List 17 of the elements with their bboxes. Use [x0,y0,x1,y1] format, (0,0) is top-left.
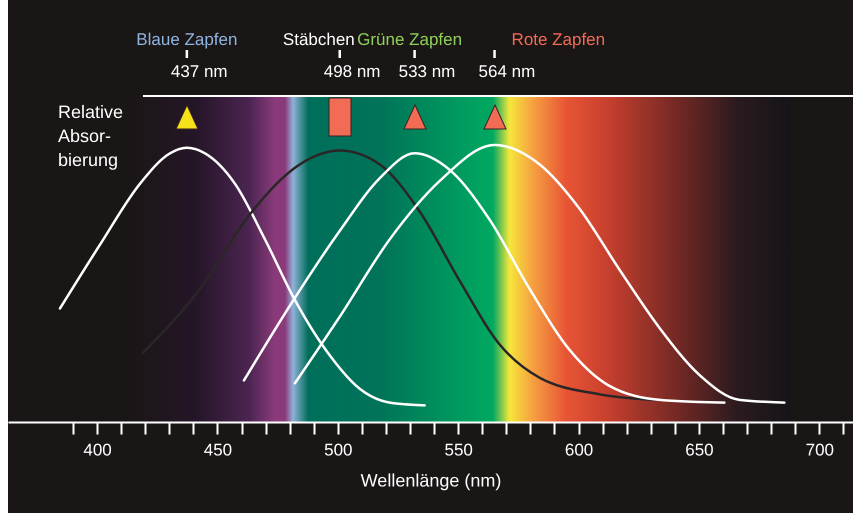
text: Grüne Zapfen [357,30,462,49]
text: Blaue Zapfen [136,30,238,49]
text: Stäbchen [282,30,355,49]
y-axis-title: Relative Absor- bierung [58,102,124,170]
x-tick-label: 550 [444,440,473,460]
x-tick-label: 500 [324,440,352,460]
x-tick-label: 700 [806,440,834,460]
x-tick-label: 600 [564,440,594,460]
x-axis-title: Wellenlänge (nm) [360,470,502,490]
x-tick-label: 650 [685,440,714,460]
text: 498 nm [324,62,380,81]
text: 437 nm [170,62,228,81]
text: Rote Zapfen [512,30,606,49]
text: 533 nm [398,62,456,81]
x-tick-label: 400 [83,440,112,460]
x-tick-label: 450 [204,440,232,460]
text: 564 nm [478,62,536,81]
